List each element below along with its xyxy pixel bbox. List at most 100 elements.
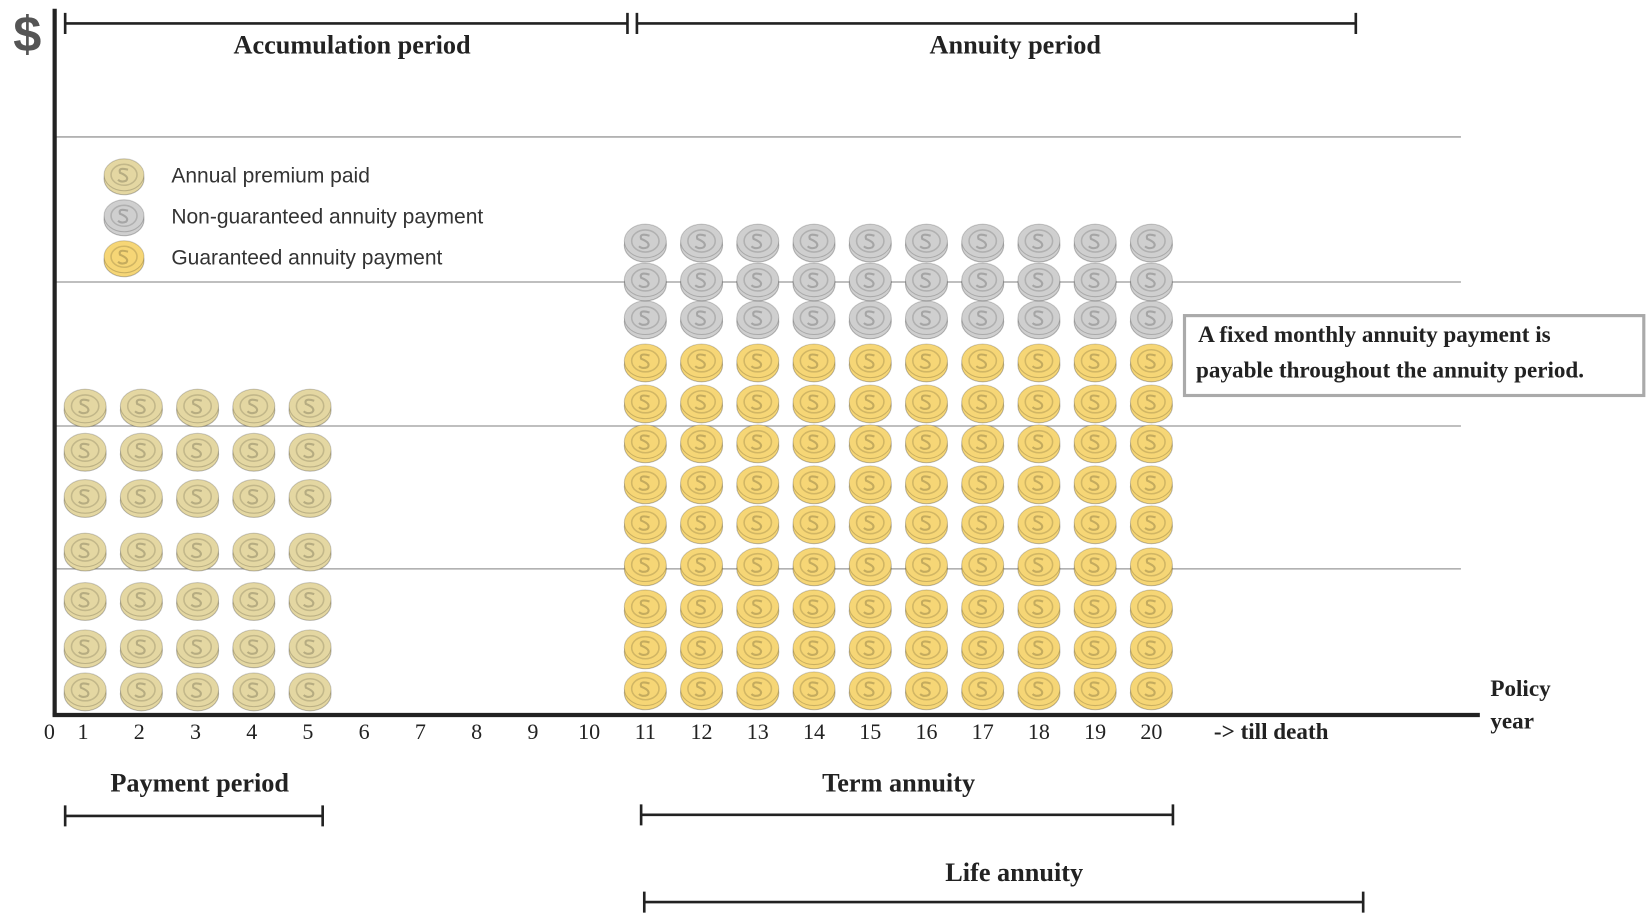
coin [1074,425,1116,463]
coin [120,433,162,471]
coin [233,630,275,668]
coin [624,466,666,504]
coin [737,344,779,382]
coin [233,673,275,711]
coin [737,263,779,301]
coin [849,344,891,382]
coin [849,385,891,423]
coin [64,583,106,621]
note-line: A fixed monthly annuity payment is [1198,322,1550,348]
coin [793,301,835,339]
coin [1018,506,1060,544]
coin [681,425,723,463]
coin [681,263,723,301]
x-tick-label: 11 [635,719,656,744]
coin [793,263,835,301]
coin [849,224,891,262]
x-tick-label: 16 [915,719,937,744]
legend-label: Guaranteed annuity payment [171,246,442,269]
note-line: payable throughout the annuity period. [1196,358,1584,384]
coin [1130,631,1172,669]
coin [104,200,144,236]
coin [624,344,666,382]
coin [737,548,779,586]
coin [624,301,666,339]
coin [849,425,891,463]
x-axis-title: year [1490,709,1534,735]
coin [962,263,1004,301]
coin [177,533,219,571]
coin [104,159,144,195]
coin [962,224,1004,262]
payment-period: Payment period [110,768,289,797]
x-tick-label: 4 [246,719,257,744]
coin [905,672,947,710]
currency-symbol: $ [13,5,41,62]
coin [793,344,835,382]
coin [624,506,666,544]
coin [793,425,835,463]
coin [120,533,162,571]
x-tick-label: 8 [471,719,482,744]
coin [1130,344,1172,382]
coin [104,241,144,277]
coin [624,385,666,423]
coin [905,506,947,544]
coin [177,433,219,471]
coin [289,389,331,427]
coin [905,425,947,463]
coin [962,672,1004,710]
coin [233,480,275,518]
x-tick-label: 19 [1084,719,1106,744]
coin [1074,385,1116,423]
coin [849,466,891,504]
coin [624,672,666,710]
coin [1018,590,1060,628]
coin [120,630,162,668]
coin [624,224,666,262]
coin [905,344,947,382]
coin [1018,425,1060,463]
coin [233,533,275,571]
term-annuity: Term annuity [822,768,975,797]
coin [737,672,779,710]
coin [849,301,891,339]
coin [793,385,835,423]
coin [962,590,1004,628]
coin [1074,263,1116,301]
coin [1130,224,1172,262]
coin [64,389,106,427]
coin [849,672,891,710]
coin [905,548,947,586]
coin [849,506,891,544]
coin [1130,590,1172,628]
coin [1130,548,1172,586]
coin [120,480,162,518]
coin [681,224,723,262]
coin [737,631,779,669]
coin [289,583,331,621]
coin [1130,301,1172,339]
coin [624,631,666,669]
coin [1018,344,1060,382]
legend-label: Non-guaranteed annuity payment [171,205,483,228]
x-axis-title: Policy [1490,676,1551,702]
coin [905,631,947,669]
coin [1018,631,1060,669]
x-tick-label: 13 [747,719,769,744]
coin [177,673,219,711]
coin [849,590,891,628]
coin [681,631,723,669]
coin [64,673,106,711]
x-tick-label: 3 [190,719,201,744]
coin [905,466,947,504]
coin [737,506,779,544]
coin [849,263,891,301]
x-tick-label: 17 [972,719,994,744]
coin [681,344,723,382]
coin [905,301,947,339]
coin [905,385,947,423]
coin [681,385,723,423]
x-tick-label: 15 [859,719,881,744]
coin [793,590,835,628]
